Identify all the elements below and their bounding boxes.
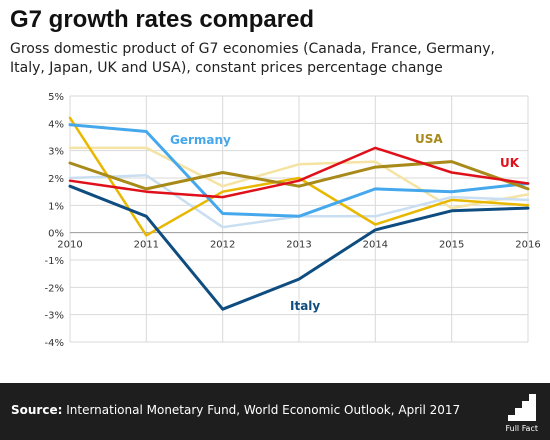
y-tick-label: -4%: [45, 338, 64, 349]
x-tick-label: 2014: [363, 240, 388, 251]
x-tick-label: 2011: [134, 240, 159, 251]
series-line-uk: [68, 146, 530, 199]
y-tick-label: -3%: [45, 311, 64, 322]
series-line-usa: [68, 160, 530, 191]
y-tick-label: 0%: [48, 229, 64, 240]
y-tick-label: 5%: [48, 92, 64, 103]
x-tick-label: 2013: [286, 240, 311, 251]
series-label-uk: UK: [500, 156, 520, 170]
x-tick-label: 2010: [57, 240, 82, 251]
chart-subtitle: Gross domestic product of G7 economies (…: [10, 41, 495, 76]
y-tick-label: 4%: [48, 119, 64, 130]
logo-wordmark: Full Fact: [505, 424, 538, 433]
full-fact-logo: Full Fact: [502, 389, 542, 435]
y-tick-label: -1%: [45, 256, 64, 267]
chart-title: G7 growth rates compared: [10, 6, 315, 33]
footer-bar: Source: International Monetary Fund, Wor…: [0, 383, 550, 440]
y-tick-label: 2%: [48, 174, 64, 185]
series-line-canada: [68, 146, 530, 210]
grid-lines: [69, 95, 529, 343]
y-tick-label: 3%: [48, 147, 64, 158]
source-text: International Monetary Fund, World Econo…: [62, 403, 461, 417]
y-tick-label: -2%: [45, 283, 64, 294]
series-line-germany: [68, 123, 530, 218]
series-line-japan: [68, 116, 530, 237]
source-prefix: Source:: [11, 403, 63, 417]
tick-labels: 5% 4% 3% 2% 1% 0% -1% -2% -3% -4% 2010 2011 2012 2013…: [45, 92, 541, 349]
x-tick-label: 2012: [210, 240, 235, 251]
series-lines: [68, 116, 530, 311]
line-chart: 5% 4% 3% 2% 1% 0% -1% -2% -3% -4% 2010 2011 2012 2013…: [45, 92, 541, 349]
source-note: Source: International Monetary Fund, Wor…: [11, 403, 460, 417]
x-tick-label: 2015: [439, 240, 464, 251]
staircase-icon: [508, 394, 536, 421]
x-tick-label: 2016: [515, 240, 540, 251]
series-label-italy: Italy: [290, 299, 320, 313]
series-label-germany: Germany: [170, 133, 231, 147]
series-label-usa: USA: [415, 132, 443, 146]
series-labels: Germany USA UK Italy: [170, 132, 520, 313]
y-tick-label: 1%: [48, 201, 64, 212]
series-line-italy: [68, 184, 530, 311]
